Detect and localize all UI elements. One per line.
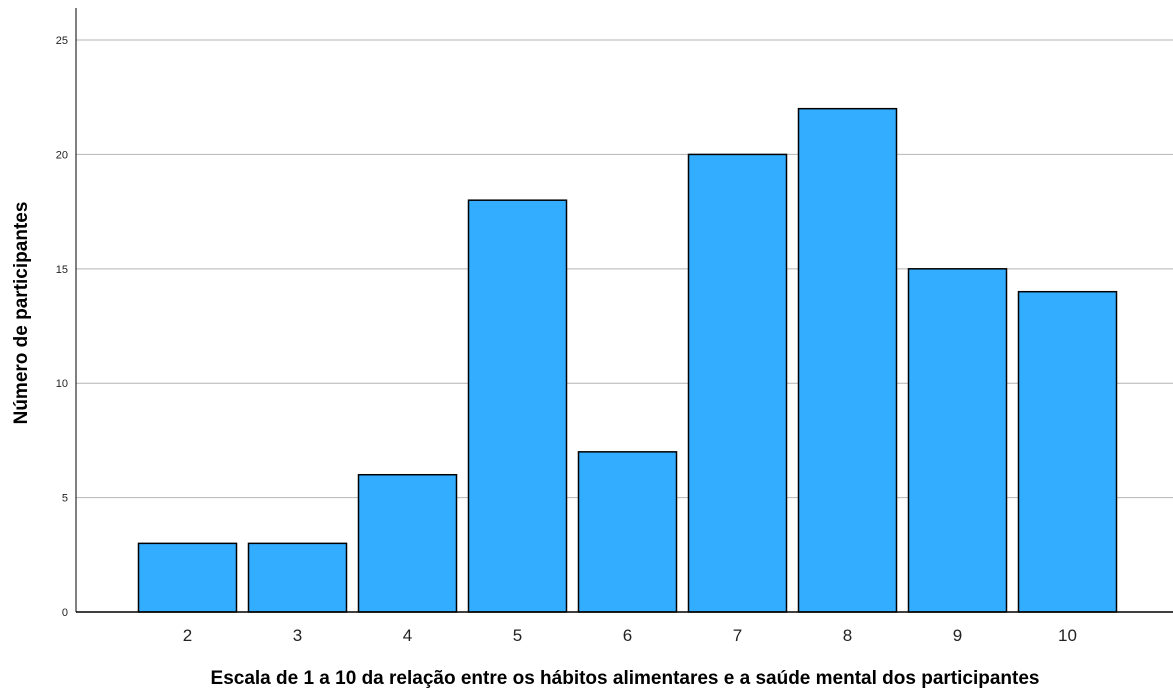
y-tick-label: 25 (56, 35, 68, 47)
y-tick-label: 10 (56, 378, 68, 390)
y-axis-title: Número de participantes (11, 202, 32, 425)
bar-2 (137, 542, 238, 613)
y-tick-label: 20 (56, 149, 68, 161)
gridlines (76, 39, 1173, 499)
y-tick-label: 5 (62, 493, 68, 505)
bar-10 (1017, 290, 1118, 613)
x-tick-label: 8 (843, 626, 852, 645)
y-tick-label: 15 (56, 264, 68, 276)
bar-9 (907, 268, 1008, 613)
x-tick-label: 2 (183, 626, 192, 645)
bar-8 (797, 107, 898, 613)
bar-4 (357, 473, 458, 613)
y-tick-labels: 0 5 10 15 20 25 (56, 35, 68, 619)
bar-7 (687, 153, 788, 613)
bars (137, 107, 1118, 613)
bar-6 (577, 451, 678, 613)
x-tick-label: 4 (403, 626, 412, 645)
bar-5 (467, 199, 568, 613)
y-tick-label: 0 (62, 607, 68, 619)
x-tick-label: 7 (733, 626, 742, 645)
x-tick-label: 5 (513, 626, 522, 645)
x-tick-labels: 2 3 4 5 6 7 8 9 10 (183, 626, 1077, 645)
x-tick-label: 3 (293, 626, 302, 645)
x-tick-label: 9 (953, 626, 962, 645)
x-tick-label: 6 (623, 626, 632, 645)
x-axis-title: Escala de 1 a 10 da relação entre os háb… (211, 668, 1040, 689)
x-tick-label: 10 (1058, 626, 1077, 645)
bar-3 (247, 542, 348, 613)
